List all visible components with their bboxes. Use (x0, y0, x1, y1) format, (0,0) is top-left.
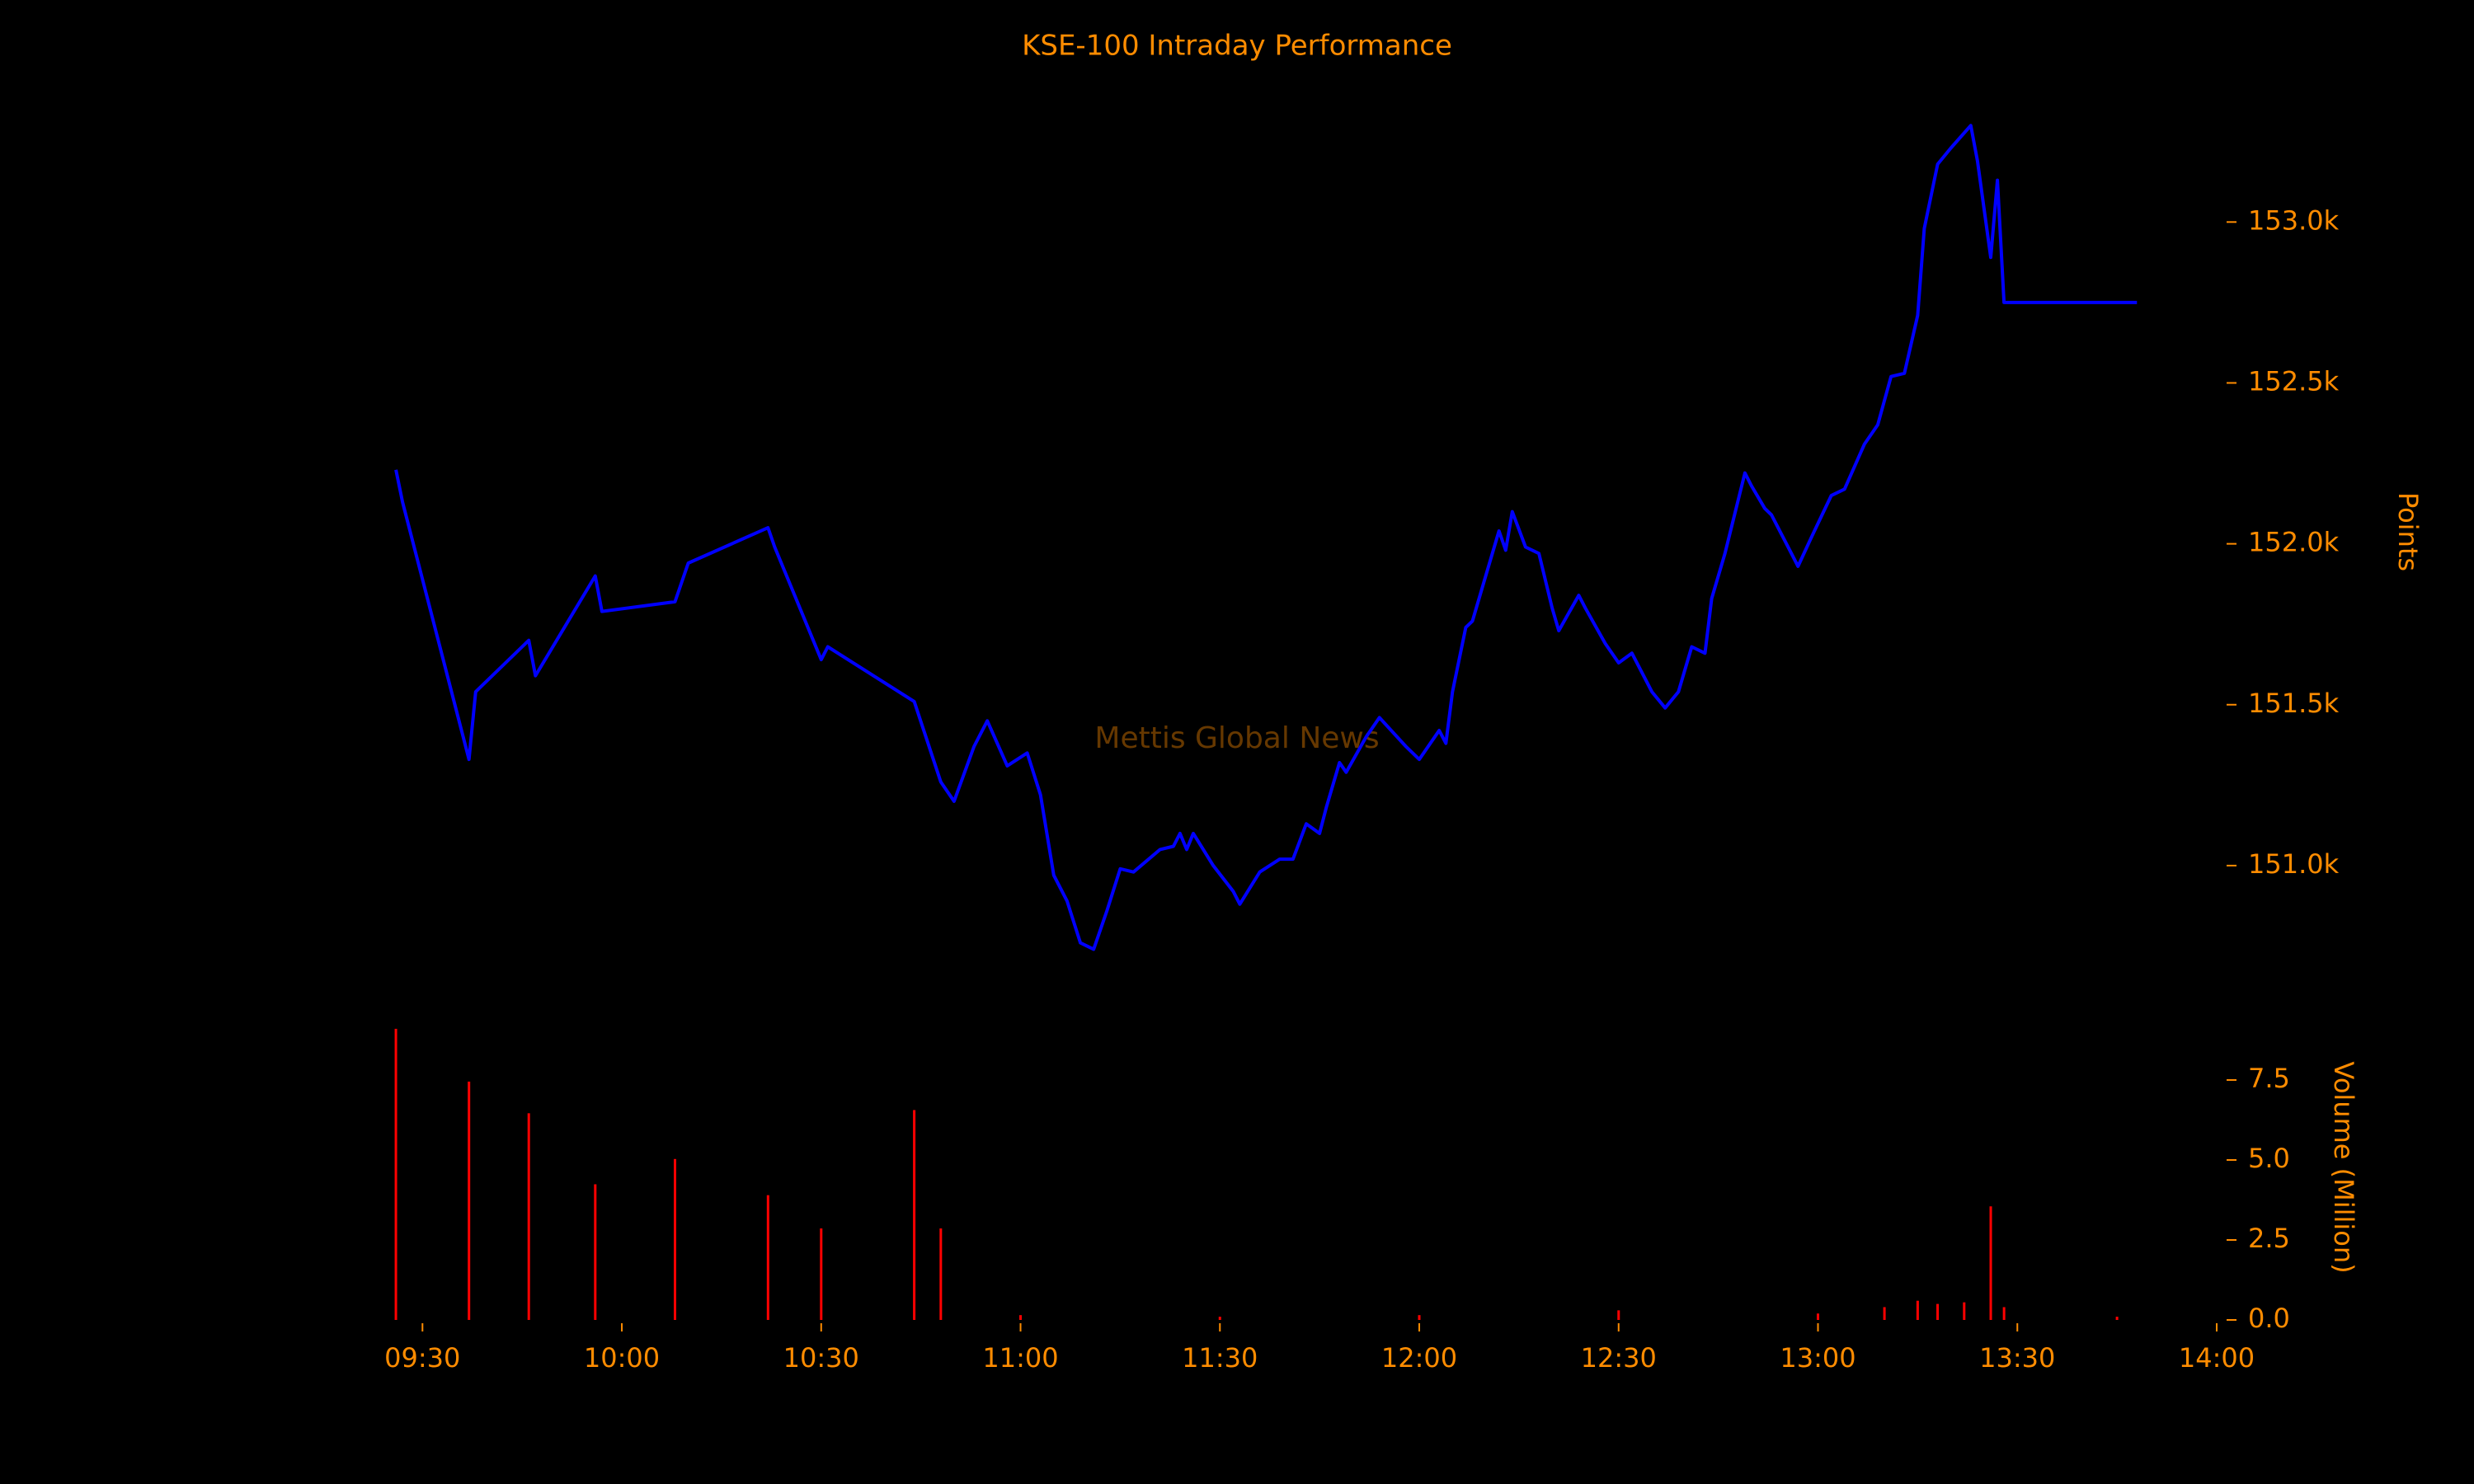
x-tick-label: 11:30 (1182, 1342, 1258, 1374)
y-tick-label: 151.5k (2248, 688, 2340, 719)
y-tick-label: 0.0 (2248, 1303, 2290, 1334)
volume-bar (394, 1028, 397, 1320)
x-tick-label: 09:30 (384, 1342, 460, 1374)
x-tick-label: 12:00 (1381, 1342, 1457, 1374)
volume-bar (2115, 1317, 2119, 1320)
volume-bar (1963, 1302, 1966, 1320)
y-tick-label: 2.5 (2248, 1223, 2290, 1254)
y-tick-label: 151.0k (2248, 848, 2340, 880)
volume-bar (2002, 1307, 2006, 1320)
price-line (394, 124, 2138, 951)
x-tick-label: 13:00 (1780, 1342, 1856, 1374)
volume-bar (527, 1113, 530, 1320)
y-tick-label: 152.5k (2248, 365, 2340, 397)
x-tick-label: 13:30 (1979, 1342, 2055, 1374)
volume-bar (674, 1158, 677, 1320)
chart-title: KSE-100 Intraday Performance (1022, 30, 1452, 63)
y-tick-label: 152.0k (2248, 527, 2340, 558)
volume-bar (1883, 1307, 1886, 1320)
volume-bar (1817, 1313, 1820, 1320)
volume-bar (1989, 1206, 1992, 1320)
volume-bar (1019, 1315, 1023, 1320)
watermark: Mettis Global News (1094, 721, 1379, 755)
x-tick-label: 10:00 (584, 1342, 660, 1374)
volume-bar (1218, 1317, 1221, 1320)
volume-bar (1936, 1303, 1940, 1320)
y-tick-label: 5.0 (2248, 1143, 2290, 1174)
y-axis-label: Points (2392, 492, 2424, 571)
x-tick-label: 10:30 (783, 1342, 859, 1374)
y-axis-label: Volume (Million) (2328, 1061, 2359, 1273)
volume-bar (1617, 1310, 1620, 1320)
x-tick-label: 14:00 (2179, 1342, 2255, 1374)
volume-bar (1418, 1315, 1421, 1320)
volume-bar (766, 1195, 769, 1320)
y-tick-label: 153.0k (2248, 204, 2340, 236)
x-tick-label: 11:00 (982, 1342, 1058, 1374)
volume-bar (594, 1184, 597, 1320)
volume-bar (939, 1228, 943, 1320)
volume-bar (468, 1081, 471, 1320)
y-tick-label: 7.5 (2248, 1063, 2290, 1094)
volume-bar (913, 1110, 916, 1320)
volume-bar (820, 1228, 823, 1320)
volume-bar (1916, 1300, 1919, 1320)
x-tick-label: 12:30 (1581, 1342, 1657, 1374)
